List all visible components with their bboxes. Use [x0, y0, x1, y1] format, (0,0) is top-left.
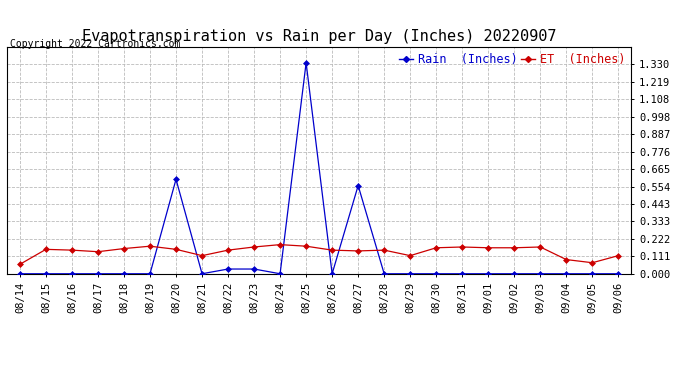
ET  (Inches)	[536, 245, 544, 249]
ET  (Inches)	[354, 249, 362, 253]
ET  (Inches)	[276, 242, 284, 247]
ET  (Inches)	[146, 244, 154, 249]
ET  (Inches)	[432, 246, 440, 250]
Rain  (Inches)	[302, 60, 311, 65]
ET  (Inches)	[484, 246, 493, 250]
ET  (Inches)	[510, 246, 518, 250]
Rain  (Inches)	[380, 272, 388, 276]
Rain  (Inches)	[94, 272, 102, 276]
ET  (Inches)	[94, 249, 102, 254]
ET  (Inches)	[614, 254, 622, 258]
Line: Rain  (Inches): Rain (Inches)	[18, 61, 620, 276]
ET  (Inches)	[302, 244, 311, 249]
ET  (Inches)	[562, 257, 571, 262]
Rain  (Inches)	[120, 272, 128, 276]
Line: ET  (Inches): ET (Inches)	[18, 243, 620, 266]
ET  (Inches)	[250, 245, 258, 249]
ET  (Inches)	[406, 254, 414, 258]
Legend: Rain  (Inches), ET  (Inches): Rain (Inches), ET (Inches)	[399, 53, 625, 66]
Rain  (Inches)	[42, 272, 50, 276]
ET  (Inches)	[588, 261, 596, 265]
Rain  (Inches)	[16, 272, 24, 276]
Rain  (Inches)	[588, 272, 596, 276]
Rain  (Inches)	[510, 272, 518, 276]
Rain  (Inches)	[328, 272, 336, 276]
ET  (Inches)	[120, 246, 128, 251]
ET  (Inches)	[68, 248, 76, 252]
Rain  (Inches)	[536, 272, 544, 276]
ET  (Inches)	[328, 248, 336, 252]
Rain  (Inches)	[614, 272, 622, 276]
Text: Copyright 2022 Cartronics.com: Copyright 2022 Cartronics.com	[10, 39, 181, 50]
Title: Evapotranspiration vs Rain per Day (Inches) 20220907: Evapotranspiration vs Rain per Day (Inch…	[82, 29, 556, 44]
ET  (Inches)	[380, 248, 388, 252]
Rain  (Inches)	[146, 272, 154, 276]
Rain  (Inches)	[354, 183, 362, 188]
ET  (Inches)	[224, 248, 233, 252]
Rain  (Inches)	[458, 272, 466, 276]
Rain  (Inches)	[562, 272, 571, 276]
Rain  (Inches)	[250, 267, 258, 271]
Rain  (Inches)	[68, 272, 76, 276]
Rain  (Inches)	[172, 177, 180, 182]
Rain  (Inches)	[432, 272, 440, 276]
Rain  (Inches)	[276, 272, 284, 276]
ET  (Inches)	[172, 247, 180, 252]
ET  (Inches)	[198, 254, 206, 258]
ET  (Inches)	[42, 247, 50, 252]
Rain  (Inches)	[198, 272, 206, 276]
ET  (Inches)	[16, 262, 24, 267]
Rain  (Inches)	[406, 272, 414, 276]
Rain  (Inches)	[224, 267, 233, 271]
ET  (Inches)	[458, 245, 466, 249]
Rain  (Inches)	[484, 272, 493, 276]
